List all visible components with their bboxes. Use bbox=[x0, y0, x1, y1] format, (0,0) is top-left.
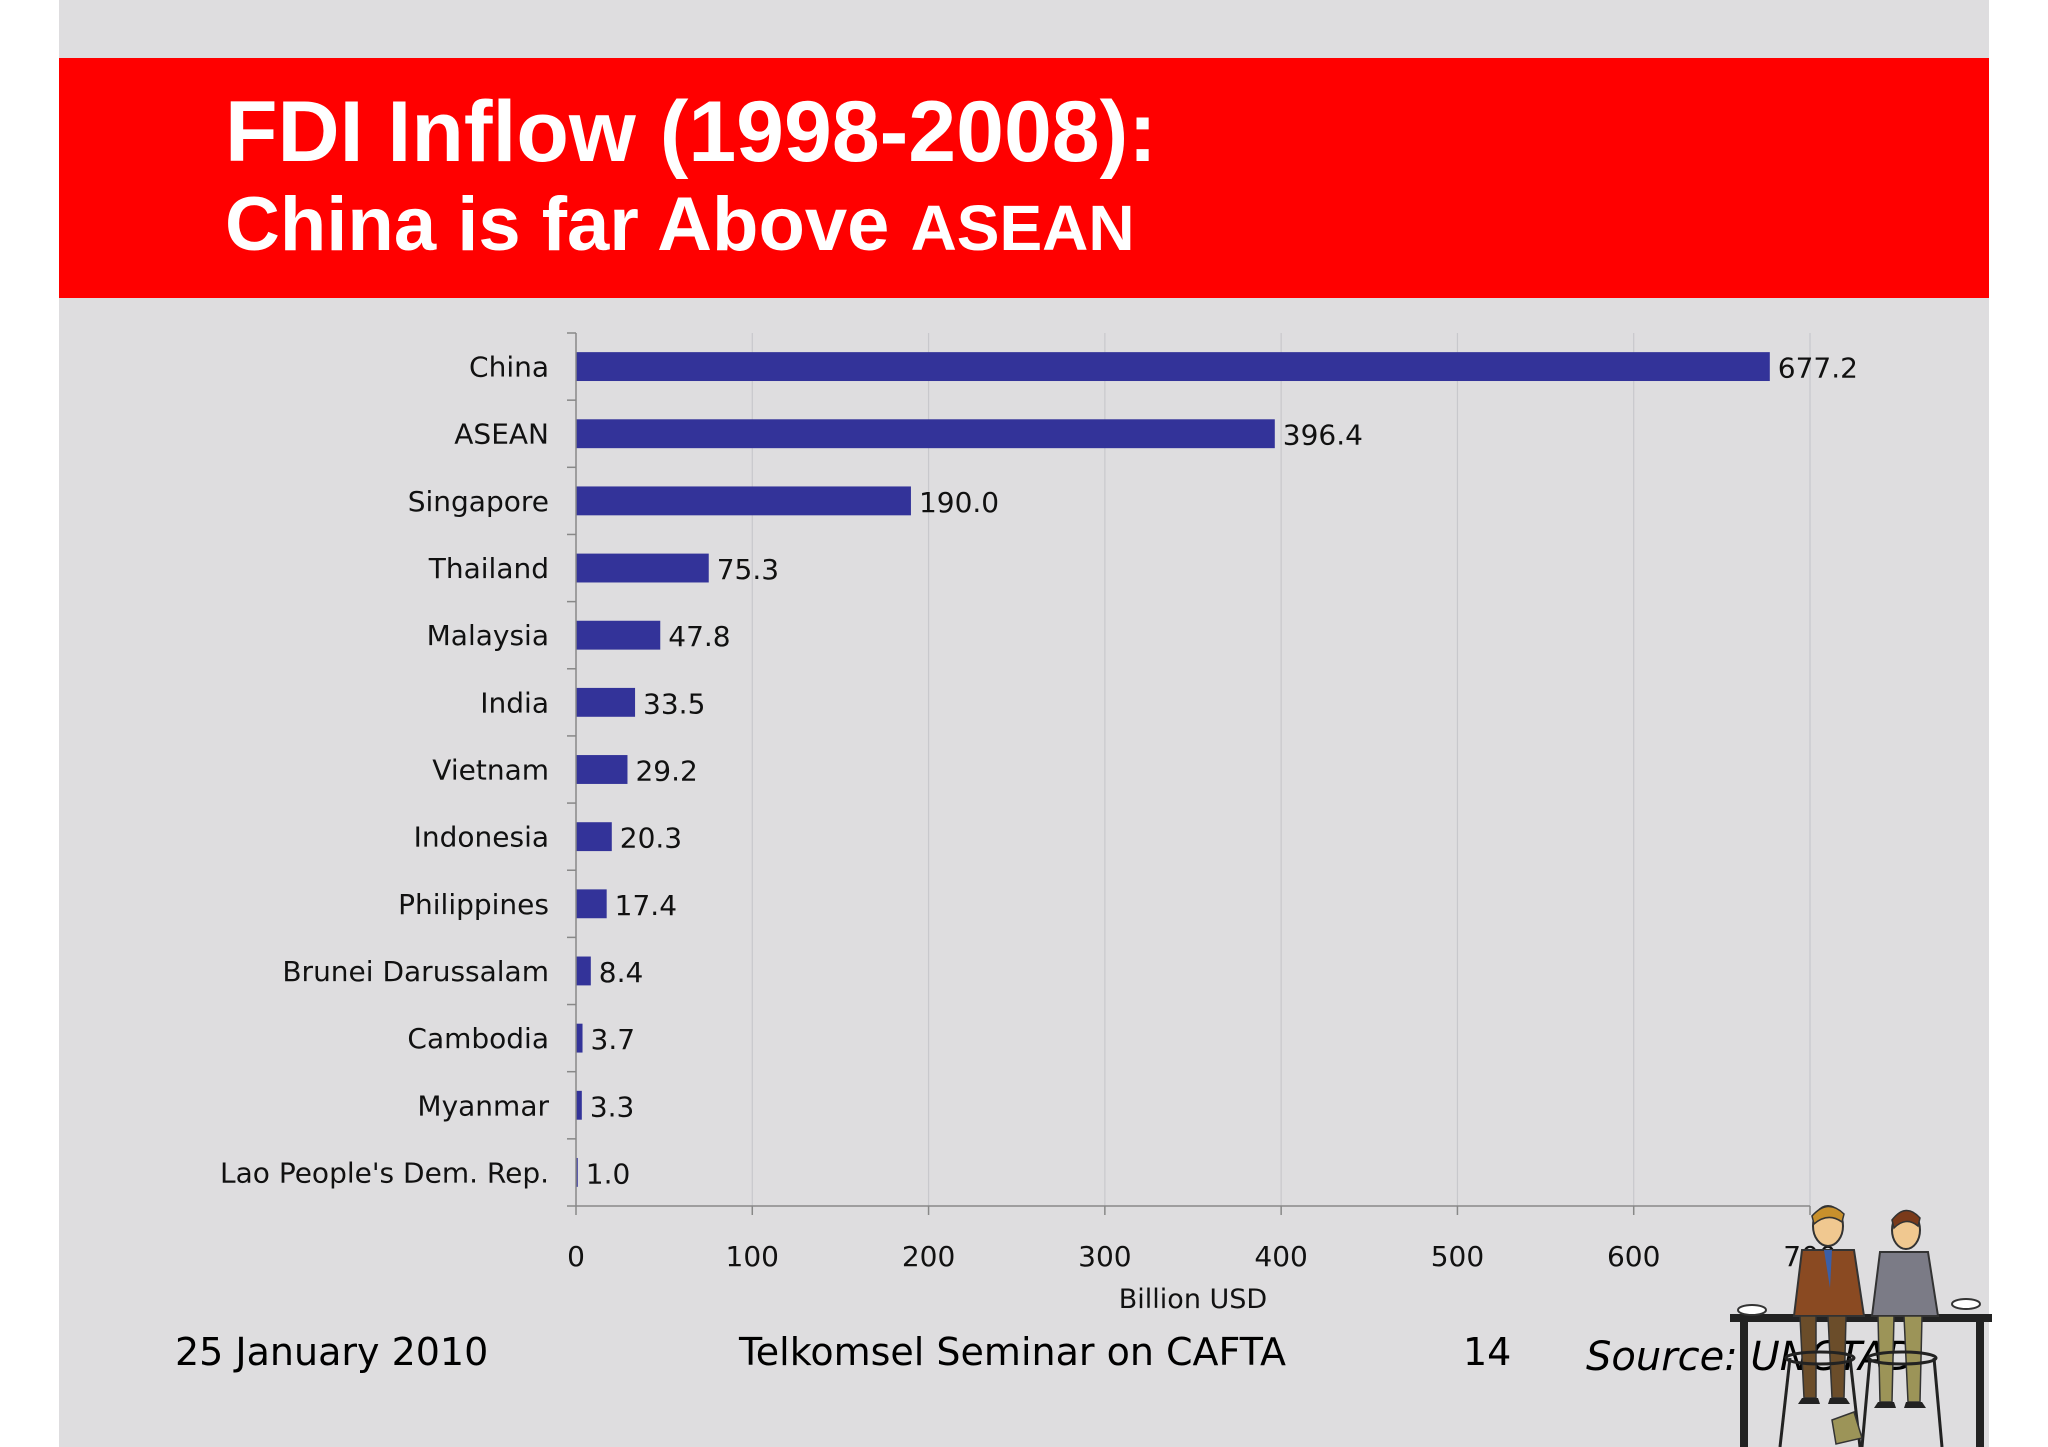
x-tick-label: 100 bbox=[726, 1240, 779, 1273]
clipart-cup-right bbox=[1951, 1298, 1981, 1310]
category-label: Philippines bbox=[398, 888, 549, 921]
category-label: Malaysia bbox=[427, 619, 549, 652]
bar bbox=[576, 486, 911, 516]
data-label: 33.5 bbox=[643, 687, 705, 720]
slide-subtitle: China is far Above ASEAN bbox=[225, 180, 1135, 273]
bar bbox=[576, 956, 591, 986]
chart-axes bbox=[567, 332, 1811, 1215]
bar bbox=[576, 620, 661, 650]
x-tick-label: 400 bbox=[1254, 1240, 1307, 1273]
data-label: 17.4 bbox=[615, 889, 677, 922]
slide-title: FDI Inflow (1998-2008): bbox=[225, 84, 1157, 180]
clipart-cup-left bbox=[1737, 1304, 1767, 1316]
slide-subtitle-main: China is far Above bbox=[225, 182, 911, 267]
category-label: China bbox=[469, 351, 549, 384]
two-people-at-cafe-table-clipart bbox=[1730, 1205, 1992, 1447]
clipart-table-leg-right bbox=[1976, 1322, 1984, 1447]
bar bbox=[576, 755, 628, 784]
category-label: Myanmar bbox=[417, 1089, 549, 1122]
bar bbox=[576, 822, 612, 852]
clipart-bag bbox=[1831, 1411, 1863, 1445]
category-label: India bbox=[480, 686, 549, 719]
category-label: Brunei Darussalam bbox=[282, 955, 549, 988]
clipart-table-top bbox=[1730, 1314, 1992, 1322]
category-label: Vietnam bbox=[432, 754, 549, 787]
clipart-person-right bbox=[1870, 1209, 1940, 1408]
category-label: Singapore bbox=[408, 485, 549, 518]
bar bbox=[576, 1023, 583, 1053]
bar bbox=[576, 1090, 582, 1120]
bar bbox=[576, 419, 1275, 449]
data-label: 29.2 bbox=[635, 755, 697, 788]
footer-event: Telkomsel Seminar on CAFTA bbox=[739, 1330, 1286, 1374]
data-label: 190.0 bbox=[919, 486, 999, 519]
bar bbox=[576, 352, 1770, 382]
x-tick-label: 200 bbox=[902, 1240, 955, 1273]
footer-date: 25 January 2010 bbox=[175, 1330, 489, 1374]
data-label: 1.0 bbox=[586, 1157, 631, 1190]
category-label: ASEAN bbox=[454, 418, 549, 451]
bar bbox=[576, 889, 607, 919]
data-label: 677.2 bbox=[1778, 352, 1858, 385]
category-label: Lao People's Dem. Rep. bbox=[220, 1156, 549, 1189]
x-tick-label: 300 bbox=[1078, 1240, 1131, 1273]
chart-labels: 0100200300400500600700China677.2ASEAN396… bbox=[220, 351, 1858, 1315]
bar bbox=[576, 553, 709, 583]
data-label: 47.8 bbox=[668, 620, 730, 653]
category-label: Indonesia bbox=[414, 821, 549, 854]
footer-page-number: 14 bbox=[1463, 1330, 1512, 1374]
chart-bars bbox=[576, 352, 1770, 1187]
x-tick-label: 0 bbox=[567, 1240, 585, 1273]
footer-source: Source: UNCTAD bbox=[1586, 1334, 1917, 1380]
clipart-table-leg-left bbox=[1740, 1322, 1748, 1447]
chart-gridlines bbox=[751, 333, 1811, 1206]
data-label: 396.4 bbox=[1283, 419, 1363, 452]
data-label: 20.3 bbox=[620, 822, 682, 855]
clipart-stool-left bbox=[1778, 1357, 1792, 1447]
x-tick-label: 500 bbox=[1431, 1240, 1484, 1273]
x-axis-title: Billion USD bbox=[1119, 1284, 1267, 1315]
clipart-stool-right bbox=[1860, 1357, 1872, 1447]
data-label: 75.3 bbox=[717, 553, 779, 586]
slide-subtitle-tail: ASEAN bbox=[910, 192, 1135, 264]
bar bbox=[576, 687, 636, 717]
category-label: Cambodia bbox=[407, 1022, 549, 1055]
data-label: 3.7 bbox=[591, 1023, 636, 1056]
bar bbox=[576, 1157, 578, 1187]
category-label: Thailand bbox=[428, 552, 549, 585]
clipart-person-left bbox=[1792, 1205, 1866, 1404]
title-band bbox=[59, 58, 1989, 298]
data-label: 3.3 bbox=[590, 1090, 635, 1123]
x-tick-label: 600 bbox=[1607, 1240, 1660, 1273]
data-label: 8.4 bbox=[599, 956, 644, 989]
